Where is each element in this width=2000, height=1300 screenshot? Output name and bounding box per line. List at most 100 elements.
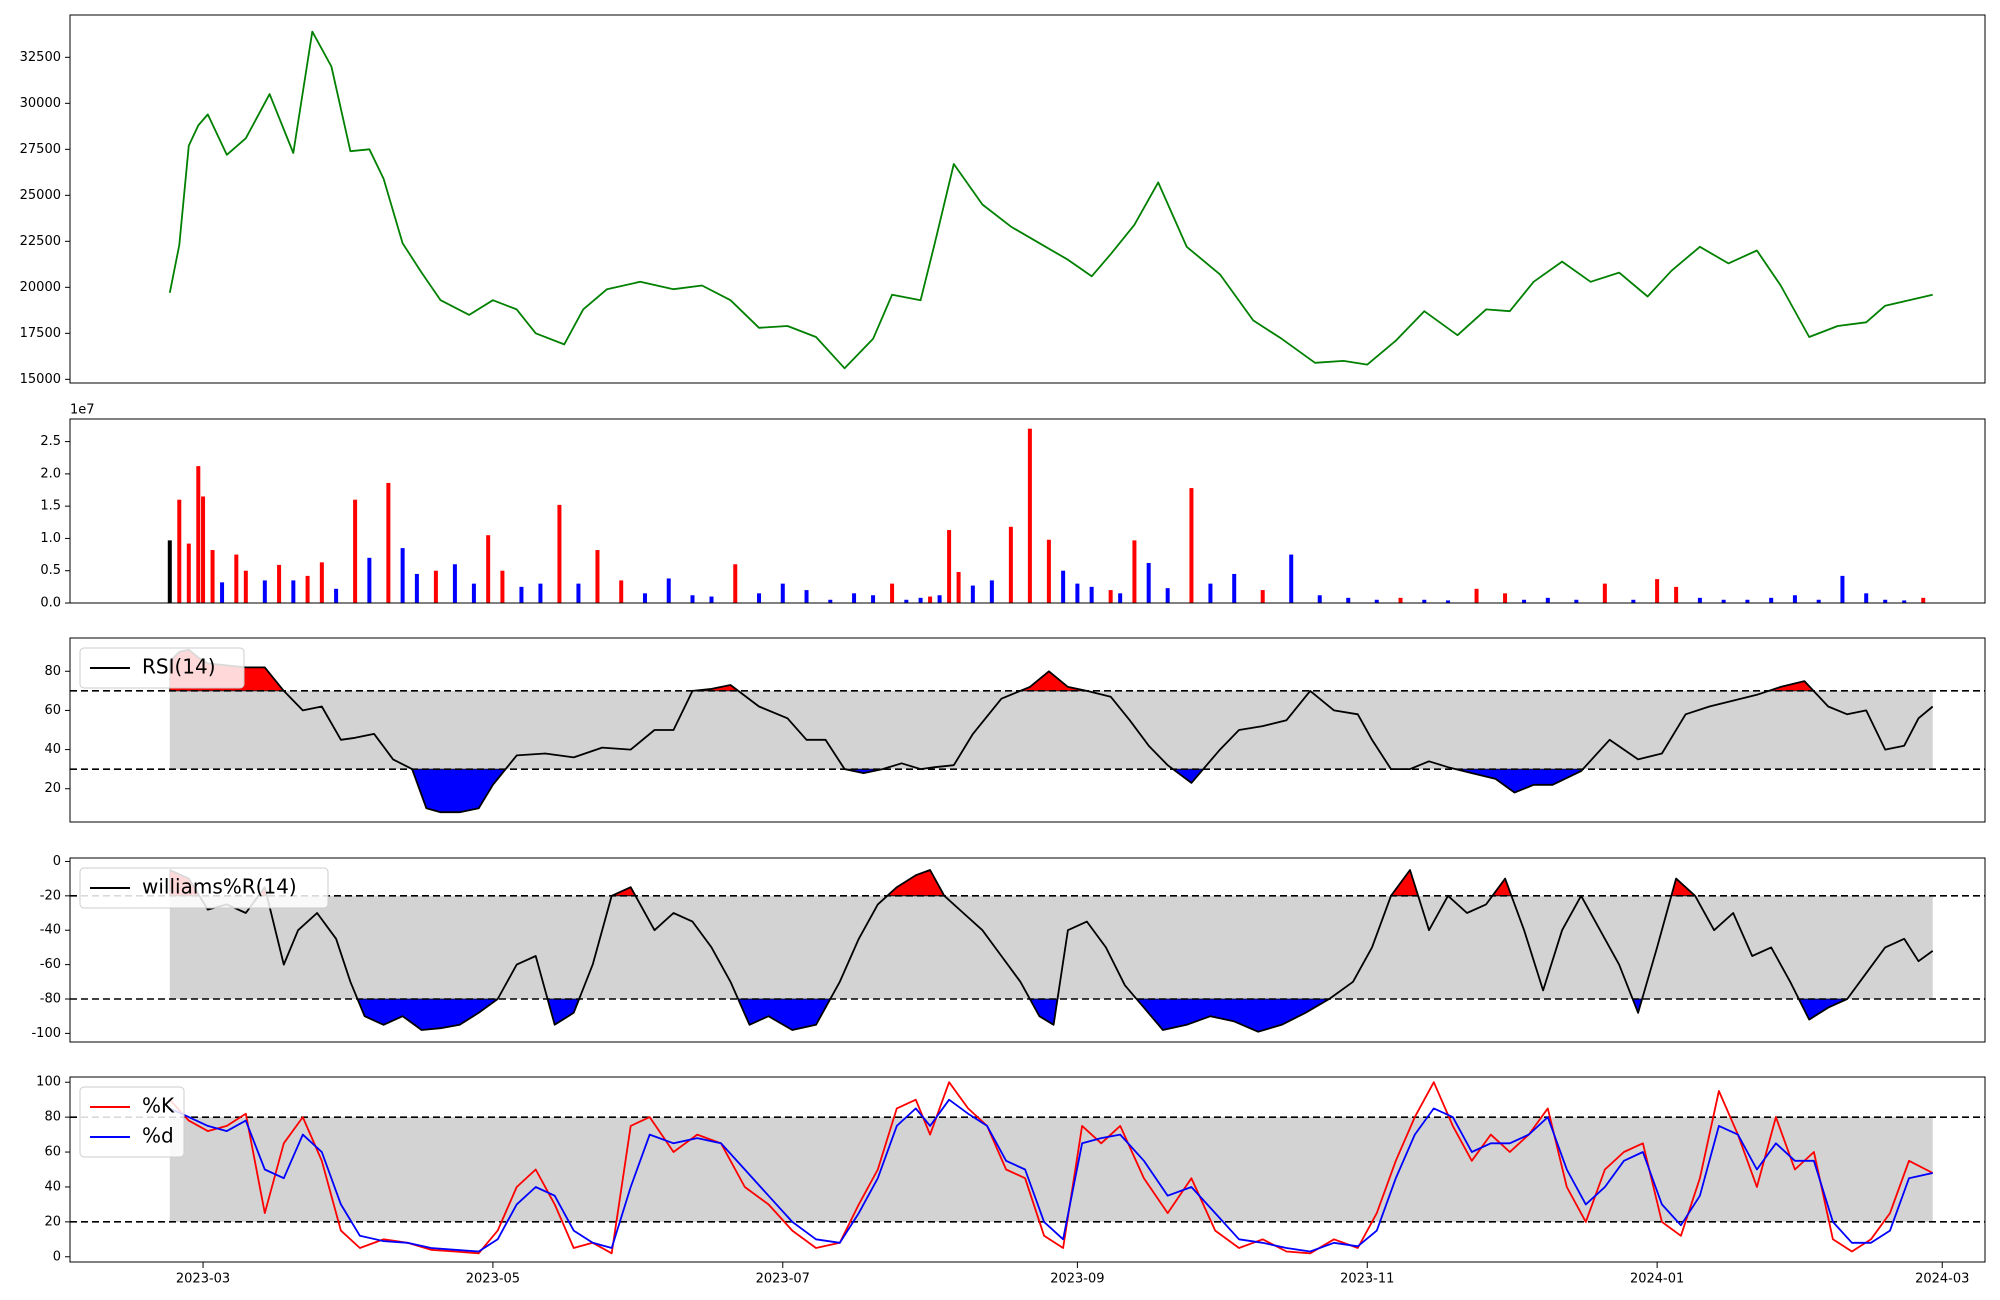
y-tick-label: 60 bbox=[44, 703, 61, 718]
volume-bar bbox=[167, 540, 172, 603]
volume-bar bbox=[519, 586, 524, 603]
volume-bar bbox=[1574, 599, 1579, 603]
volume-bar bbox=[201, 496, 206, 603]
legend-label: williams%R(14) bbox=[142, 875, 297, 899]
x-tick-label: 2023-11 bbox=[1340, 1272, 1394, 1287]
volume-bar bbox=[1864, 593, 1869, 603]
y-tick-label: 1.5 bbox=[40, 499, 61, 514]
volume-bar bbox=[852, 593, 857, 603]
volume-bar bbox=[1522, 599, 1527, 603]
williams-r-panel: -100 -80 -60 -40 -20 0 williams%R(14) bbox=[31, 854, 1986, 1043]
volume-bar bbox=[1289, 554, 1294, 603]
y-tick-label: 40 bbox=[44, 742, 61, 757]
volume-bar bbox=[1398, 597, 1403, 603]
volume-bar bbox=[277, 564, 282, 603]
y-tick-label: -80 bbox=[40, 992, 61, 1007]
x-tick-label: 2023-09 bbox=[1050, 1272, 1104, 1287]
volume-bar bbox=[709, 596, 714, 603]
y-tick-label: 27500 bbox=[20, 142, 61, 157]
volume-bar bbox=[918, 597, 923, 603]
volume-bar bbox=[1902, 600, 1907, 603]
y-tick-label: 2.0 bbox=[40, 466, 61, 481]
volume-bar bbox=[186, 543, 191, 603]
volume-bar bbox=[595, 550, 600, 603]
volume-bar bbox=[989, 580, 994, 603]
volume-bar bbox=[319, 562, 324, 603]
volume-bar bbox=[828, 599, 833, 603]
volume-bar bbox=[1655, 579, 1660, 603]
volume-bar bbox=[1503, 593, 1508, 603]
volume-bar bbox=[1008, 526, 1013, 603]
rsi-line bbox=[169, 648, 1934, 814]
plot-frame bbox=[69, 418, 1986, 604]
y-tick-label: -20 bbox=[40, 888, 61, 903]
volume-bar bbox=[538, 583, 543, 603]
volume-bar bbox=[1146, 562, 1151, 603]
y-tick-label: 20000 bbox=[20, 280, 61, 295]
volume-bar bbox=[367, 557, 372, 603]
volume-bar bbox=[757, 593, 762, 603]
volume-bar bbox=[1422, 599, 1427, 603]
price-panel: 15000 17500 20000 22500 25000 27500 30000 32500 bbox=[20, 14, 1986, 387]
volume-bar bbox=[1921, 597, 1926, 603]
volume-bar bbox=[1769, 597, 1774, 603]
y-tick-label: 20 bbox=[44, 1214, 61, 1229]
volume-bar bbox=[1165, 588, 1170, 603]
volume-bar bbox=[1446, 600, 1451, 603]
volume-bar bbox=[1118, 593, 1123, 603]
volume-bar bbox=[666, 578, 671, 603]
volume-bar bbox=[220, 582, 225, 603]
plot-frame bbox=[69, 14, 1986, 384]
volume-bar bbox=[210, 550, 215, 603]
y-tick-label: 2.5 bbox=[40, 434, 61, 449]
y-tick-label: 80 bbox=[44, 664, 61, 679]
volume-bar bbox=[1317, 595, 1322, 603]
volume-bar bbox=[557, 504, 562, 603]
volume-bar bbox=[970, 585, 975, 603]
y-tick-label: -100 bbox=[31, 1026, 61, 1041]
volume-bar bbox=[733, 564, 738, 603]
volume-bar bbox=[1232, 573, 1237, 603]
y-tick-label: -60 bbox=[40, 957, 61, 972]
stochastic-panel: 0 20 40 60 80 100 %K %d bbox=[36, 1075, 1986, 1264]
volume-panel: 0.0 0.5 1.0 1.5 2.0 2.5 1e7 bbox=[40, 403, 1986, 611]
rsi-panel: 20 40 60 80 RSI(14) bbox=[44, 637, 1986, 823]
volume-bar bbox=[576, 583, 581, 603]
volume-bar bbox=[642, 593, 647, 603]
volume-bar bbox=[1674, 586, 1679, 603]
x-tick-label: 2023-05 bbox=[466, 1272, 520, 1287]
volume-bar bbox=[177, 499, 182, 603]
volume-bar bbox=[1189, 488, 1194, 603]
y-tick-label: 20 bbox=[44, 781, 61, 796]
volume-bar bbox=[1132, 540, 1137, 603]
volume-bar bbox=[1374, 599, 1379, 603]
volume-bar bbox=[928, 596, 933, 603]
plot-frame bbox=[69, 857, 1986, 1043]
volume-bar bbox=[452, 564, 457, 603]
x-axis: 2023-03 2023-05 2023-07 2023-09 2023-11 2024-… bbox=[176, 1262, 1969, 1287]
y-tick-label: 80 bbox=[44, 1110, 61, 1125]
legend-box bbox=[79, 647, 245, 689]
volume-bar bbox=[291, 580, 296, 603]
volume-bar bbox=[871, 595, 876, 603]
y-tick-label: 15000 bbox=[20, 372, 61, 387]
volume-bar bbox=[1089, 586, 1094, 603]
volume-bar bbox=[1346, 597, 1351, 603]
volume-bar bbox=[262, 580, 267, 603]
legend-label: %d bbox=[142, 1124, 174, 1148]
volume-bar bbox=[1260, 590, 1265, 603]
volume-bar bbox=[243, 570, 248, 603]
plot-frame bbox=[69, 637, 1986, 823]
neutral-band bbox=[169, 895, 1933, 1000]
legend-label: %K bbox=[142, 1094, 175, 1118]
volume-bar bbox=[780, 583, 785, 603]
williams-r-line bbox=[169, 869, 1934, 1033]
volume-bar bbox=[334, 588, 339, 603]
volume-bar bbox=[1075, 583, 1080, 603]
overbought-fill bbox=[886, 869, 945, 897]
plot-frame bbox=[69, 1076, 1986, 1263]
y-tick-label: 0.5 bbox=[40, 563, 61, 578]
volume-bar bbox=[386, 482, 391, 603]
y-tick-label: 40 bbox=[44, 1179, 61, 1194]
